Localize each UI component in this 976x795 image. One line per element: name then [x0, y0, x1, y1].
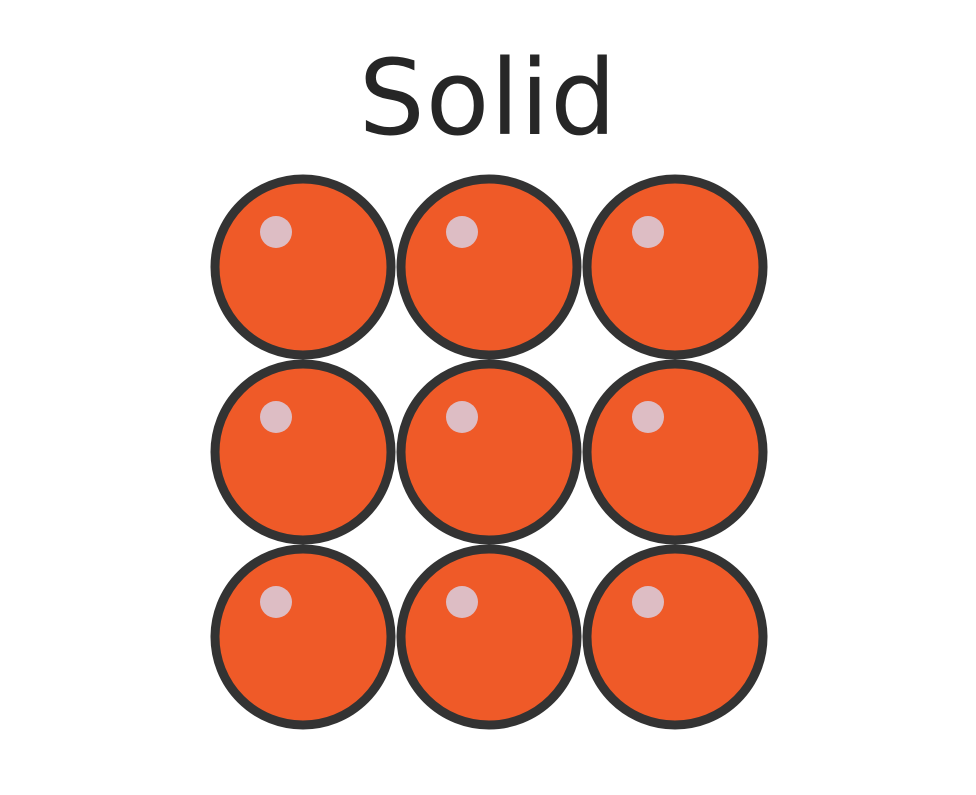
particle-highlight — [632, 216, 664, 248]
particle-body — [396, 359, 582, 545]
particle — [210, 174, 396, 360]
particle-body — [210, 544, 396, 730]
particle — [582, 359, 768, 545]
diagram-title: Solid — [358, 37, 618, 159]
particle-body — [582, 359, 768, 545]
particle-highlight — [632, 401, 664, 433]
particle-highlight — [260, 216, 292, 248]
particle-body — [582, 544, 768, 730]
particle-body — [210, 359, 396, 545]
particle — [582, 174, 768, 360]
particle — [396, 359, 582, 545]
particle-highlight — [446, 586, 478, 618]
particle-body — [396, 174, 582, 360]
particle-highlight — [260, 586, 292, 618]
particle-highlight — [632, 586, 664, 618]
particle — [582, 544, 768, 730]
particle-body — [396, 544, 582, 730]
particle — [396, 174, 582, 360]
particle-highlight — [446, 216, 478, 248]
particle — [396, 544, 582, 730]
particle-body — [582, 174, 768, 360]
particle — [210, 359, 396, 545]
particle-highlight — [260, 401, 292, 433]
particle-highlight — [446, 401, 478, 433]
particle — [210, 544, 396, 730]
particle-body — [210, 174, 396, 360]
particle-grid — [210, 174, 768, 730]
